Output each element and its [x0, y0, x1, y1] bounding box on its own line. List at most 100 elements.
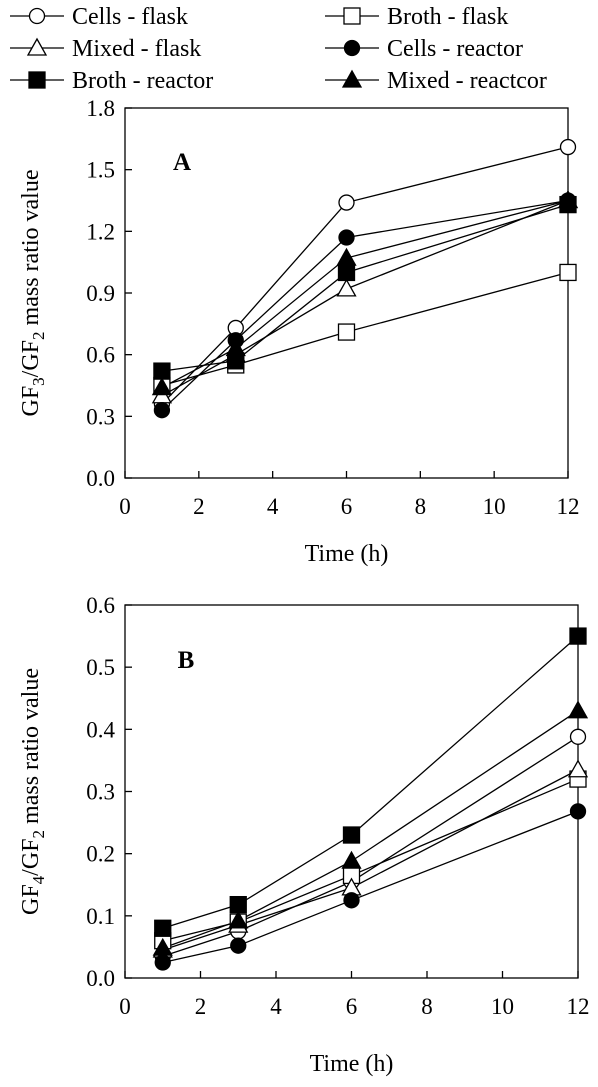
legend: Cells - flask Broth - flask Mixed - flask C… — [10, 4, 547, 94]
y-tick-label: 0.5 — [86, 655, 115, 680]
series-line-mixed-flask — [162, 769, 579, 951]
data-point-cells-reactor — [230, 937, 247, 954]
panel-label: B — [178, 647, 195, 674]
data-point-broth-flask — [559, 263, 577, 282]
x-tick-label: 2 — [193, 494, 205, 519]
data-point-mixed-flask — [336, 278, 357, 297]
series-line-cells-reactor — [162, 810, 579, 964]
y-axis-label-text: /GF — [18, 340, 44, 377]
legend-entry-broth-flask: Broth - flask — [325, 4, 508, 30]
y-tick-label: 1.5 — [86, 158, 115, 183]
series-line-broth-reactor — [161, 203, 569, 372]
data-point-cells-flask — [338, 194, 355, 211]
y-tick-label: 0.3 — [86, 404, 115, 429]
y-tick-label: 0.9 — [86, 281, 115, 306]
series-line-broth-reactor — [162, 635, 579, 929]
data-point-broth-reactor — [569, 627, 587, 645]
data-point-cells-reactor — [343, 892, 360, 909]
series-line-cells-flask — [162, 736, 579, 957]
legend-marker-cells-reactor — [343, 39, 361, 57]
x-tick-label: 4 — [270, 994, 282, 1019]
data-point-cells-reactor — [153, 402, 171, 419]
series-line-broth-flask — [162, 778, 579, 942]
data-point-cells-flask — [569, 728, 587, 745]
x-tick-label: 6 — [341, 494, 353, 519]
series-line-mixed-flask — [161, 199, 569, 397]
data-point-mixed-reactcor — [557, 190, 579, 209]
legend-marker-cells-flask — [28, 7, 46, 25]
data-point-mixed-flask — [567, 759, 589, 778]
y-axis-label-text: mass ratio value — [18, 668, 44, 830]
y-tick-label: 1.2 — [86, 219, 115, 244]
x-tick-label: 6 — [346, 994, 358, 1019]
y-tick-label: 0.2 — [86, 842, 115, 867]
y-tick-label: 0.6 — [86, 343, 115, 368]
data-point-broth-reactor — [153, 362, 171, 380]
y-axis-label-subscript: 2 — [29, 830, 48, 839]
legend-entry-mixed-flask: Mixed - flask — [10, 36, 201, 62]
chart-panel-a: 0.0 0.3 0.6 0.9 1.2 1.5 1.8 0 2 4 6 8 10 12 Time (h) GF… — [18, 96, 580, 567]
legend-label: Broth - flask — [387, 4, 508, 30]
legend-label: Mixed - flask — [72, 36, 201, 62]
y-axis-label-subscript: 4 — [29, 875, 48, 884]
data-point-cells-reactor — [154, 954, 171, 971]
legend-entry-broth-reactor: Broth - reactor — [10, 68, 213, 94]
data-point-mixed-reactcor — [336, 247, 357, 266]
panel-label: A — [173, 149, 191, 176]
y-tick-label: 0.0 — [86, 966, 115, 991]
y-tick-label: 0.0 — [86, 466, 115, 491]
legend-label: Mixed - reactcor — [387, 68, 547, 94]
x-tick-label: 0 — [119, 994, 131, 1019]
data-point-mixed-reactcor — [341, 850, 362, 869]
y-tick-label: 1.8 — [86, 96, 115, 121]
data-point-mixed-reactcor — [228, 910, 249, 929]
x-tick-label: 0 — [119, 494, 131, 519]
series-line-broth-flask — [161, 271, 569, 387]
legend-entry-cells-reactor: Cells - reactor — [325, 36, 523, 62]
legend-label: Cells - reactor — [387, 36, 523, 62]
x-tick-label: 8 — [421, 994, 433, 1019]
data-point-cells-reactor — [338, 229, 355, 246]
x-tick-label: 10 — [483, 494, 506, 519]
y-axis-label-text: GF — [18, 386, 44, 417]
data-point-mixed-reactcor — [567, 700, 589, 719]
data-point-broth-reactor — [342, 826, 361, 844]
x-tick-label: 4 — [267, 494, 279, 519]
legend-marker-mixed-flask — [26, 37, 48, 56]
y-axis-label-text: mass ratio value — [18, 170, 44, 332]
series-line-cells-reactor — [161, 199, 569, 411]
legend-marker-mixed-reactcor — [341, 69, 363, 88]
series-line-mixed-reactcor — [161, 199, 569, 389]
y-tick-label: 0.4 — [86, 717, 115, 742]
chart-panel-b: 0.0 0.1 0.2 0.3 0.4 0.5 0.6 0 2 4 6 8 10 12 Time (h) GF… — [18, 593, 590, 1077]
data-point-broth-reactor — [337, 263, 356, 282]
data-point-broth-reactor — [229, 895, 247, 914]
y-axis-label-text: GF — [18, 884, 44, 915]
x-axis-label: Time (h) — [305, 541, 389, 567]
data-point-mixed-reactcor — [152, 937, 173, 956]
x-tick-label: 12 — [567, 994, 590, 1019]
y-axis-label-subscript: 3 — [29, 377, 48, 386]
x-axis-label: Time (h) — [310, 1051, 394, 1077]
data-point-cells-flask — [559, 138, 577, 156]
legend-marker-broth-reactor — [28, 71, 46, 89]
y-tick-label: 0.3 — [86, 780, 115, 805]
x-tick-label: 10 — [491, 994, 514, 1019]
series-line-cells-flask — [161, 146, 569, 405]
legend-label: Broth - reactor — [72, 68, 213, 94]
legend-marker-broth-flask — [343, 7, 361, 25]
legend-entry-cells-flask: Cells - flask — [10, 4, 188, 30]
y-tick-label: 0.6 — [86, 593, 115, 618]
x-tick-label: 2 — [195, 994, 207, 1019]
data-point-broth-reactor — [154, 919, 172, 937]
y-tick-label: 0.1 — [86, 904, 115, 929]
x-tick-label: 12 — [557, 494, 580, 519]
x-tick-label: 8 — [415, 494, 427, 519]
legend-entry-mixed-reactcor: Mixed - reactcor — [325, 68, 547, 94]
series-line-mixed-reactcor — [162, 710, 579, 949]
data-point-mixed-reactcor — [225, 338, 246, 357]
y-axis-label: GF3/GF2 mass ratio value — [18, 170, 48, 417]
data-point-cells-reactor — [569, 803, 587, 820]
y-axis-label: GF4/GF2 mass ratio value — [18, 668, 48, 915]
